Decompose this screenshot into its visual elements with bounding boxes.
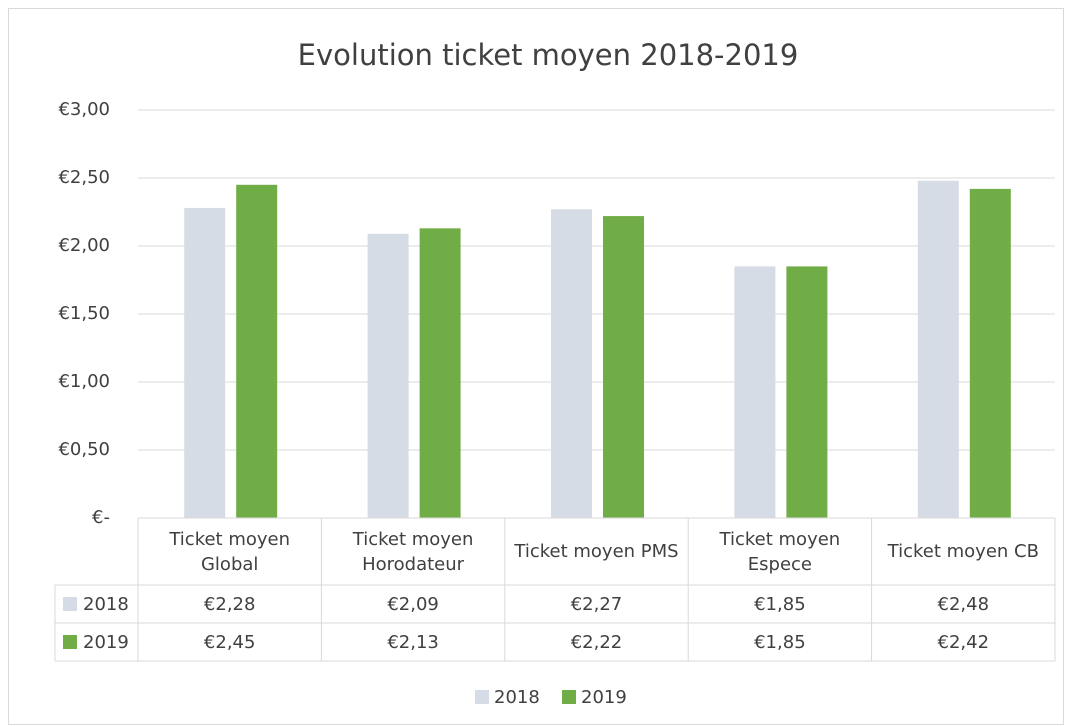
data-label: €2,27: [570, 593, 623, 615]
legend-label: 2019: [581, 687, 627, 708]
bar: [969, 188, 1011, 518]
y-tick-label: €1,50: [58, 303, 110, 324]
data-label: €2,09: [387, 593, 439, 615]
data-label: €2,48: [937, 593, 990, 615]
y-tick-label: €2,50: [58, 167, 110, 188]
data-label: €1,85: [754, 631, 806, 653]
x-tick-label: Ticket moyen Global: [169, 528, 291, 575]
bar: [917, 180, 959, 518]
table-series-name: 2019: [83, 632, 129, 653]
bar: [236, 184, 278, 519]
data-label: €2,45: [203, 631, 256, 653]
data-label: €2,13: [387, 631, 439, 653]
y-tick-label: €-: [92, 507, 110, 528]
data-label: €2,28: [203, 593, 256, 615]
y-tick-label: €1,00: [58, 371, 110, 392]
bar: [367, 233, 409, 518]
legend-label: 2018: [494, 687, 540, 708]
bar: [184, 207, 226, 519]
bar: [419, 228, 461, 518]
chart-title: Evolution ticket moyen 2018-2019: [298, 38, 799, 72]
data-label: €1,85: [754, 593, 806, 615]
table-legend-swatch: [63, 635, 77, 649]
bar: [603, 216, 644, 518]
data-label: €2,42: [937, 631, 990, 653]
bar: [551, 209, 592, 518]
y-tick-label: €0,50: [58, 439, 110, 460]
table-series-name: 2018: [83, 594, 129, 615]
x-tick-label: Ticket moyen Espece: [719, 528, 841, 575]
y-tick-label: €2,00: [58, 235, 110, 256]
bar: [734, 266, 776, 518]
data-label: €2,22: [570, 631, 623, 653]
x-tick-label: Ticket moyen PMS: [514, 541, 679, 562]
x-tick-label: Ticket moyen Horodateur: [352, 528, 474, 575]
legend-swatch: [562, 690, 576, 704]
bar: [786, 266, 828, 518]
y-tick-label: €3,00: [58, 99, 110, 120]
table-legend-swatch: [63, 597, 77, 611]
x-tick-label: Ticket moyen CB: [887, 541, 1039, 562]
legend-swatch: [475, 690, 489, 704]
